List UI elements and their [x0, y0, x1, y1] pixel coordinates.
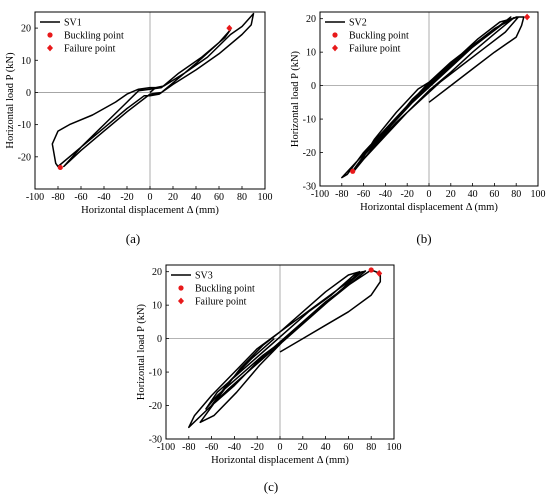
x-tick-label: 60	[489, 189, 499, 200]
legend-label-buckling: Buckling point	[349, 31, 409, 42]
x-tick-label: -80	[182, 442, 195, 453]
x-tick-label: 80	[237, 192, 247, 203]
y-tick-label: 20	[306, 14, 316, 25]
legend-label-failure: Failure point	[64, 44, 116, 55]
legend-buckling-swatch	[178, 285, 184, 291]
x-tick-label: 80	[511, 189, 521, 200]
x-tick-label: -100	[157, 442, 175, 453]
y-tick-label: -10	[303, 115, 316, 126]
x-tick-label: -100	[311, 189, 329, 200]
x-tick-label: 20	[168, 192, 178, 203]
legend-label-failure: Failure point	[195, 297, 247, 308]
x-tick-label: -80	[51, 192, 64, 203]
legend-buckling-swatch	[332, 32, 338, 38]
y-axis-label: Horizontal load P (kN)	[136, 303, 147, 400]
legend: SV2 Buckling point Failure point	[325, 18, 409, 55]
y-tick-label: 10	[152, 301, 162, 312]
x-tick-label: -20	[401, 189, 414, 200]
x-axis-label: Horizontal displacement Δ (mm)	[211, 455, 349, 466]
x-tick-label: -60	[74, 192, 87, 203]
y-tick-label: -30	[303, 182, 316, 193]
buckling-point-marker	[57, 164, 63, 171]
y-tick-label: -20	[149, 401, 162, 412]
legend-label-series: SV3	[195, 271, 213, 282]
y-tick-label: 20	[21, 24, 31, 35]
y-tick-label: 0	[26, 88, 31, 99]
x-tick-label: 60	[214, 192, 224, 203]
y-axis-label: Horizontal load P (kN)	[290, 50, 301, 147]
x-tick-label: -40	[379, 189, 392, 200]
x-tick-label: 0	[278, 442, 283, 453]
legend-label-buckling: Buckling point	[195, 284, 255, 295]
x-tick-label: 0	[148, 192, 153, 203]
x-tick-label: 100	[387, 442, 402, 453]
chart-panel-a: -100 -80 -60 -40 -20 0 20 40 60 80 100-20-1001020H…	[5, 11, 273, 216]
x-tick-label: 20	[446, 189, 456, 200]
y-tick-label: 20	[152, 267, 162, 278]
x-tick-label: -80	[335, 189, 348, 200]
y-tick-label: 0	[311, 81, 316, 92]
x-tick-label: 40	[468, 189, 478, 200]
legend-label-buckling: Buckling point	[64, 31, 124, 42]
caption-c: (c)	[264, 479, 278, 494]
caption-b: (b)	[416, 231, 431, 246]
x-tick-label: 40	[191, 192, 201, 203]
legend-label-series: SV1	[64, 18, 82, 29]
x-tick-label: 100	[258, 192, 273, 203]
legend: SV3 Buckling point Failure point	[171, 271, 255, 308]
buckling-point-marker	[368, 267, 374, 273]
y-axis-label: Horizontal load P (kN)	[5, 52, 16, 149]
y-tick-label: 10	[306, 48, 316, 59]
y-tick-label: -30	[149, 435, 162, 446]
buckling-point-marker	[350, 168, 356, 174]
legend-failure-swatch	[47, 44, 53, 52]
y-tick-label: -20	[18, 152, 31, 163]
y-tick-label: -10	[149, 368, 162, 379]
x-tick-label: -60	[357, 189, 370, 200]
x-tick-label: -40	[97, 192, 110, 203]
series-curve-sv3	[188, 269, 382, 429]
legend-failure-swatch	[178, 297, 184, 305]
x-tick-label: -100	[26, 192, 44, 203]
legend: SV1 Buckling point Failure point	[40, 18, 124, 55]
y-tick-label: -10	[18, 120, 31, 131]
x-axis-label: Horizontal displacement Δ (mm)	[81, 205, 219, 216]
series-curve-sv2	[341, 16, 525, 179]
failure-point-marker	[376, 269, 383, 277]
caption-a: (a)	[126, 231, 140, 246]
legend-label-failure: Failure point	[349, 44, 401, 55]
x-tick-label: 80	[366, 442, 376, 453]
x-tick-label: -60	[205, 442, 218, 453]
failure-point-marker	[226, 24, 233, 32]
y-tick-label: 0	[157, 334, 162, 345]
legend-buckling-swatch	[47, 32, 53, 38]
x-tick-label: 0	[427, 189, 432, 200]
y-tick-label: -20	[303, 148, 316, 159]
x-tick-label: -20	[120, 192, 133, 203]
chart-panel-c: -100 -80 -60 -40 -20 0 20 40 60 80 100-30-20-10010…	[136, 264, 402, 466]
series-curve-sv1	[51, 12, 255, 168]
y-tick-label: 10	[21, 56, 31, 67]
chart-panel-b: -100 -80 -60 -40 -20 0 20 40 60 80 100-30-20-10010…	[290, 11, 546, 213]
x-tick-label: 40	[321, 442, 331, 453]
x-tick-label: 100	[531, 189, 546, 200]
x-tick-label: -40	[228, 442, 241, 453]
legend-failure-swatch	[332, 44, 338, 52]
x-tick-label: 60	[343, 442, 353, 453]
x-tick-label: 20	[298, 442, 308, 453]
legend-label-series: SV2	[349, 18, 367, 29]
failure-point-marker	[524, 13, 531, 21]
x-axis-label: Horizontal displacement Δ (mm)	[360, 202, 498, 213]
x-tick-label: -20	[251, 442, 264, 453]
